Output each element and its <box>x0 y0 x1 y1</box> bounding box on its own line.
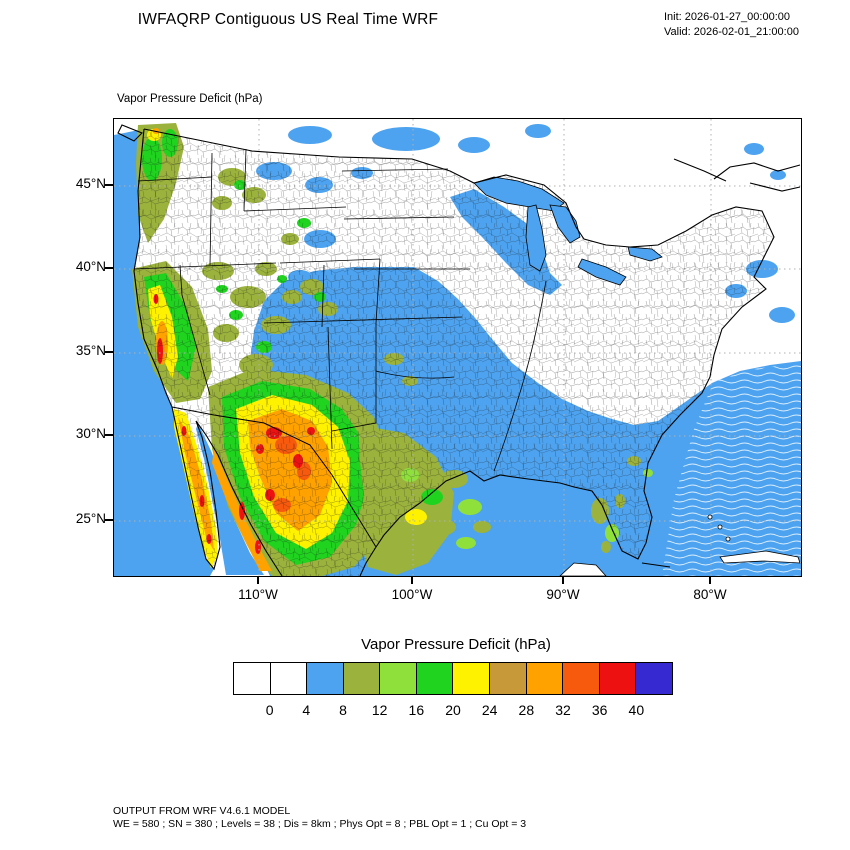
model-output-line: OUTPUT FROM WRF V4.6.1 MODEL <box>113 805 291 817</box>
colorbar-tick-label: 0 <box>265 702 274 718</box>
colorbar-tick-label: 40 <box>628 702 645 718</box>
lake-michigan <box>525 204 547 272</box>
page-title: IWFAQRP Contiguous US Real Time WRF <box>137 11 439 28</box>
lon-label-110w: 110°W <box>238 587 278 602</box>
colorbar-title: Vapor Pressure Deficit (hPa) <box>361 636 551 653</box>
colorbar-cell <box>416 663 454 694</box>
init-time: Init: 2026-01-27_00:00:00 <box>664 11 790 23</box>
lat-label-30n: 30°N <box>75 426 106 441</box>
valid-time: Valid: 2026-02-01_21:00:00 <box>664 25 799 38</box>
axis-tick <box>105 351 113 353</box>
lake-erie <box>577 258 627 286</box>
great-lakes <box>473 176 663 286</box>
lat-label-25n: 25°N <box>75 511 106 526</box>
lat-label-45n: 45°N <box>75 176 106 191</box>
colorbar-cell <box>490 663 527 694</box>
model-config-line: WE = 580 ; SN = 380 ; Levels = 38 ; Dis … <box>113 818 527 830</box>
axis-tick <box>562 576 564 584</box>
coastlines <box>117 124 801 576</box>
colorbar-tick-label: 28 <box>518 702 535 718</box>
atlantic-wave-texture <box>662 363 801 576</box>
colorbar-tick-label: 24 <box>481 702 498 718</box>
colorbar-tick-label: 12 <box>371 702 388 718</box>
axis-tick <box>709 576 711 584</box>
lake-ontario <box>627 246 663 262</box>
lon-label-100w: 100°W <box>391 587 433 602</box>
axis-tick <box>257 576 259 584</box>
map-frame <box>113 118 802 577</box>
run-times: Init: 2026-01-27_00:00:00 Valid: 2026-02… <box>664 10 844 39</box>
colorbar-cells <box>233 662 673 695</box>
axis-tick <box>105 184 113 186</box>
colorbar-cell <box>380 663 417 694</box>
colorbar-tick-label: 20 <box>445 702 461 718</box>
colorbar-cell <box>343 663 381 694</box>
lon-label-90w: 90°W <box>546 587 580 602</box>
colorbar-ticks: 0 4 8 12 16 20 24 28 32 36 40 <box>233 702 673 722</box>
axis-tick <box>411 576 413 584</box>
islands <box>559 514 801 576</box>
lat-label-35n: 35°N <box>75 343 106 358</box>
colorbar-cell <box>563 663 600 694</box>
us-mexico-border <box>171 406 377 548</box>
colorbar-tick-label: 32 <box>555 702 571 718</box>
colorbar-cell <box>307 663 344 694</box>
axis-tick <box>105 519 113 521</box>
colorbar-tick-label: 16 <box>408 702 425 718</box>
state-borders <box>133 148 547 472</box>
colorbar-tick-label: 4 <box>302 702 311 718</box>
colorbar-cell <box>234 663 271 694</box>
colorbar-cell <box>526 663 564 694</box>
lat-label-40n: 40°N <box>75 259 106 274</box>
colorbar-cell <box>270 663 308 694</box>
colorbar-tick-label: 8 <box>339 702 347 718</box>
lon-label-80w: 80°W <box>693 587 727 602</box>
cuba <box>719 550 801 564</box>
colorbar-cell <box>453 663 491 694</box>
lake-huron <box>549 204 581 244</box>
axis-tick <box>105 267 113 269</box>
conus-vpd-map-svg <box>114 119 801 576</box>
colorbar-tick-label: 36 <box>591 702 608 718</box>
colorbar-cell <box>599 663 637 694</box>
field-label: Vapor Pressure Deficit (hPa) <box>117 93 263 105</box>
colorbar-cell <box>636 663 672 694</box>
axis-tick <box>105 434 113 436</box>
yucatan <box>559 562 607 576</box>
